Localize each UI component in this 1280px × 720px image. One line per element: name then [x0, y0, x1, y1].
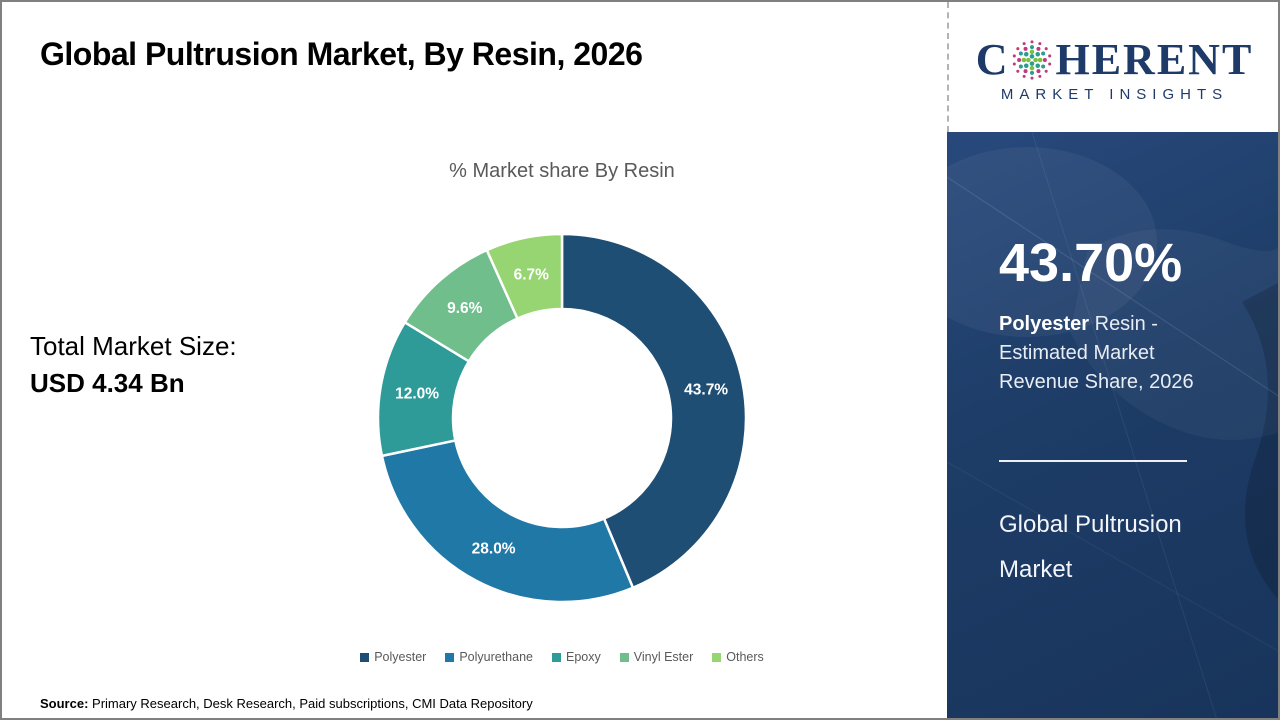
legend-label: Others	[726, 650, 764, 664]
slice-value-label: 12.0%	[395, 386, 439, 403]
total-market-size-value: USD 4.34 Bn	[30, 368, 185, 398]
slice-value-label: 6.7%	[514, 267, 550, 284]
sidebar-title: Global Pultrusion Market	[999, 511, 1182, 583]
source-line: Source: Primary Research, Desk Research,…	[40, 696, 533, 711]
legend-swatch-icon	[360, 652, 370, 662]
legend-label: Vinyl Ester	[633, 650, 694, 664]
stat-value: 43.70%	[999, 233, 1183, 293]
legend-item-vinyl-ester: Vinyl Ester	[619, 650, 694, 664]
total-market-size-label: Total Market Size:	[30, 331, 237, 361]
slice-value-label: 43.7%	[684, 382, 728, 399]
logo-subtitle: MARKET INSIGHTS	[1000, 85, 1229, 103]
donut-slice-polyurethane	[380, 439, 635, 604]
chart-title: % Market share By Resin	[449, 160, 675, 182]
source-label: Source:	[40, 696, 89, 711]
logo-block: C HERENT MARKET INSIGHTS	[949, 2, 1278, 132]
legend-swatch-icon	[552, 652, 561, 662]
stat-rest: Resin - Estimated Market Revenue Share, …	[999, 313, 1194, 393]
chart-legend: Polyester Polyurethane Epoxy Vinyl Ester Oth…	[282, 650, 842, 664]
donut-chart: 43.7% 28.0% 12.0% 9.6% 6.7%	[376, 232, 748, 604]
legend-label: Polyester	[374, 650, 427, 664]
legend-item-others: Others	[712, 650, 764, 664]
donut-slice-polyester	[560, 232, 748, 590]
donut-slice-others	[485, 232, 564, 320]
logo-text-herent: HERENT	[1055, 34, 1254, 84]
sidebar-panel: 43.70% Polyester Resin - Estimated Marke…	[947, 132, 1278, 718]
legend-swatch-icon	[712, 652, 722, 662]
legend-swatch-icon	[619, 652, 629, 662]
slice-value-label: 9.6%	[447, 300, 483, 317]
logo-dashed-separator	[947, 2, 949, 132]
stat-description: Polyester Resin - Estimated Market Reven…	[999, 310, 1217, 397]
total-market-size: Total Market Size: USD 4.34 Bn	[30, 328, 237, 402]
logo-text-c: C	[975, 34, 1010, 84]
logo-wordmark: C HERENT	[975, 34, 1254, 84]
legend-item-polyurethane: Polyurethane	[445, 650, 533, 664]
world-map-texture	[947, 132, 1278, 718]
sidebar-divider	[999, 460, 1187, 462]
source-text: Primary Research, Desk Research, Paid su…	[88, 696, 533, 711]
stat-highlight: Polyester	[999, 313, 1090, 335]
legend-swatch-icon	[445, 652, 455, 662]
legend-item-polyester: Polyester	[360, 650, 426, 664]
legend-label: Epoxy	[566, 650, 601, 664]
legend-label: Polyurethane	[459, 650, 533, 664]
slice-value-label: 28.0%	[472, 541, 516, 558]
coherent-globe-icon	[1013, 39, 1052, 80]
page-title: Global Pultrusion Market, By Resin, 2026	[40, 36, 643, 72]
legend-item-epoxy: Epoxy	[552, 650, 601, 664]
